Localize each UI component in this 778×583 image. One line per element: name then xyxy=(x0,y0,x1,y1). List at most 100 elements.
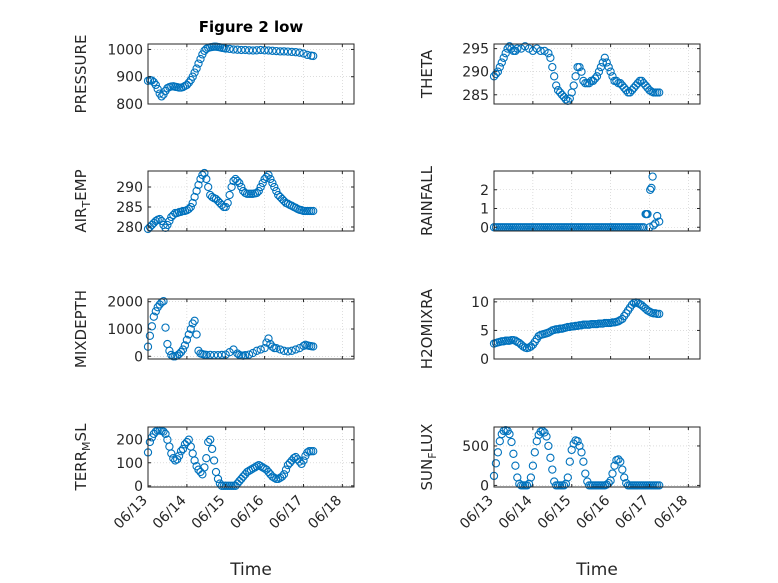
x-tick-label: 06/18 xyxy=(651,493,691,533)
data-point xyxy=(573,437,582,446)
data-point xyxy=(184,330,193,339)
y-tick-label: 1000 xyxy=(107,322,143,338)
data-point xyxy=(303,50,312,60)
data-point xyxy=(192,330,201,339)
data-point xyxy=(643,209,652,219)
data-point xyxy=(596,62,606,72)
data-point xyxy=(655,309,664,319)
data-point xyxy=(163,84,172,93)
data-point xyxy=(268,46,277,55)
data-point xyxy=(227,182,236,192)
data-point xyxy=(194,59,203,68)
data-point xyxy=(207,444,217,454)
data-point xyxy=(180,341,190,350)
y-tick-label: 100 xyxy=(116,456,143,472)
data-point xyxy=(217,200,226,210)
data-point xyxy=(174,451,184,460)
data-point xyxy=(655,217,664,226)
data-point xyxy=(145,331,155,340)
data-point xyxy=(287,346,296,355)
subplot-air-emp: 280 285 290 AIRTEMP xyxy=(72,168,355,236)
data-point xyxy=(497,58,506,67)
axes-frame xyxy=(147,43,355,105)
axes-frame xyxy=(493,43,701,105)
data-point xyxy=(553,86,563,95)
data-point xyxy=(188,319,197,328)
subplot-mixdepth: 0 1000 2000 MIXDEPTH xyxy=(72,290,355,368)
data-point xyxy=(188,198,197,208)
data-point xyxy=(184,78,193,87)
data-point xyxy=(270,473,279,482)
data-point xyxy=(581,469,590,478)
data-point xyxy=(196,174,205,184)
data-point xyxy=(309,51,318,61)
data-point xyxy=(616,457,625,466)
y-axis-label: PRESSURE xyxy=(72,35,90,114)
data-point xyxy=(620,473,629,482)
data-point xyxy=(491,459,501,468)
data-point xyxy=(178,345,188,354)
data-point xyxy=(190,316,199,325)
axes-frame xyxy=(493,298,701,360)
data-point xyxy=(277,472,287,481)
data-point xyxy=(192,186,201,196)
data-point xyxy=(272,186,281,196)
y-tick-label: 2000 xyxy=(107,295,143,311)
data-point xyxy=(610,461,619,470)
y-tick-label: 285 xyxy=(116,200,143,216)
data-point xyxy=(264,46,273,55)
data-point xyxy=(594,67,604,76)
data-point xyxy=(655,481,664,490)
data-point xyxy=(602,58,611,67)
subplot-rainfall: 0 1 2 RAINFALL xyxy=(418,165,701,236)
data-point xyxy=(163,220,172,230)
data-point xyxy=(204,437,213,447)
data-point xyxy=(198,470,207,479)
data-point xyxy=(264,334,273,343)
data-point xyxy=(202,44,211,54)
data-point xyxy=(176,447,186,456)
y-tick-label: 5 xyxy=(480,323,489,339)
x-axis-label: Time xyxy=(229,560,272,580)
data-point xyxy=(190,68,199,77)
data-point xyxy=(600,53,609,62)
data-point xyxy=(646,185,655,194)
y-tick-label: 800 xyxy=(116,97,143,113)
chart-title: Figure 2 low xyxy=(199,18,304,36)
data-point xyxy=(648,172,657,181)
data-point xyxy=(211,467,221,477)
data-point xyxy=(534,331,543,341)
data-point xyxy=(505,429,514,439)
data-point xyxy=(256,345,265,354)
data-point xyxy=(645,307,654,316)
data-point xyxy=(309,206,318,216)
data-point xyxy=(501,49,510,58)
data-point xyxy=(608,469,617,478)
data-point xyxy=(225,44,234,54)
data-point xyxy=(151,216,160,226)
data-point xyxy=(229,45,238,54)
data-point xyxy=(145,437,155,447)
data-point xyxy=(503,44,512,53)
data-point xyxy=(559,481,569,490)
data-point xyxy=(295,457,304,466)
data-point xyxy=(283,460,293,470)
data-point xyxy=(229,176,238,186)
data-point xyxy=(491,69,501,79)
data-point xyxy=(546,327,555,336)
data-point xyxy=(196,467,205,477)
data-point xyxy=(530,448,539,457)
data-point xyxy=(604,62,613,72)
y-tick-label: 0 xyxy=(480,478,489,494)
data-point xyxy=(159,297,168,306)
data-point xyxy=(571,72,580,81)
data-point xyxy=(283,47,293,56)
data-point xyxy=(151,80,160,90)
y-tick-label: 0 xyxy=(134,479,143,495)
data-point xyxy=(202,174,211,184)
data-point xyxy=(542,432,551,441)
data-point xyxy=(186,324,195,334)
data-point xyxy=(309,342,318,351)
x-tick-label: 06/14 xyxy=(496,492,536,532)
axes-frame xyxy=(147,170,355,232)
